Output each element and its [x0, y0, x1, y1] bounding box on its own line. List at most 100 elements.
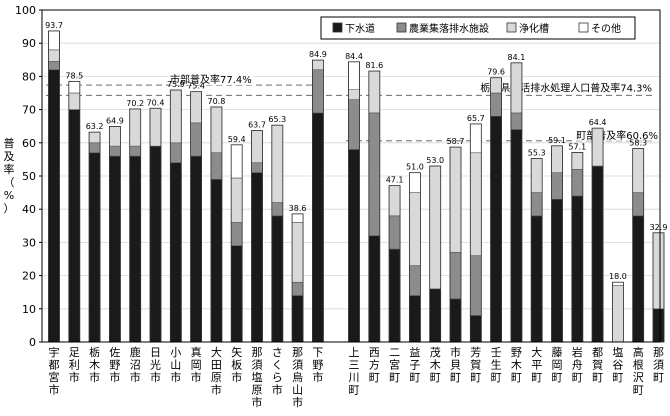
bar-segment-下水道 — [530, 215, 543, 343]
category-label-char: 町 — [349, 384, 360, 397]
category-label-char: 宮 — [49, 370, 60, 384]
bar-value-label: 64.9 — [106, 117, 124, 126]
bar-segment-下水道 — [551, 198, 563, 343]
legend-swatch — [578, 22, 589, 33]
category-label-char: 町 — [612, 371, 623, 384]
bar-segment-農業集落排水施設 — [368, 112, 381, 237]
category-label-char: 益 — [409, 345, 420, 359]
bar-segment-浄化槽 — [429, 165, 442, 290]
y-tick-label: 50 — [22, 170, 36, 183]
bar-value-label: 81.6 — [365, 61, 383, 70]
bar-segment-その他 — [48, 30, 60, 51]
bar-市貝町 — [449, 146, 462, 343]
category-label-char: 町 — [653, 371, 664, 384]
bar-大田原市 — [210, 106, 223, 343]
category-label-char: 西 — [369, 346, 380, 359]
category-label-char: 二 — [389, 346, 400, 359]
y-axis-label-char: 及 — [4, 150, 15, 163]
bar-value-label: 84.9 — [309, 50, 327, 59]
bar-segment-農業集落排水施設 — [271, 202, 284, 217]
category-label-char: 平 — [531, 359, 542, 372]
legend-label: 浄化槽 — [519, 22, 549, 35]
bar-segment-農業集落排水施設 — [530, 192, 543, 217]
bar-segment-浄化槽 — [449, 146, 462, 253]
bar-segment-浄化槽 — [190, 91, 202, 124]
bar-鹿沼市 — [129, 108, 142, 343]
bar-segment-浄化槽 — [109, 126, 121, 147]
category-label-char: 町 — [552, 371, 563, 384]
category-label-char: 岡 — [191, 359, 202, 372]
bar-value-label: 84.4 — [345, 52, 363, 61]
category-label-char: 佐 — [109, 345, 120, 359]
bar-segment-下水道 — [368, 235, 381, 343]
bar-segment-浄化槽 — [312, 59, 324, 71]
category-label-char: 市 — [272, 383, 283, 397]
legend-box — [320, 16, 636, 40]
bar-segment-浄化槽 — [149, 107, 162, 147]
legend-swatch — [332, 22, 343, 33]
bar-segment-農業集落排水施設 — [469, 255, 482, 316]
category-label-char: 川 — [349, 371, 360, 384]
bar-segment-浄化槽 — [388, 185, 401, 217]
y-tick-label: 100 — [15, 4, 36, 17]
category-label-char: 宇 — [49, 346, 60, 359]
category-label-char: 木 — [511, 359, 522, 372]
category-label-char: 生 — [491, 358, 502, 372]
category-label-char: 茂 — [430, 345, 441, 359]
bar-segment-浄化槽 — [48, 49, 60, 62]
category-label-char: 山 — [292, 384, 303, 397]
category-label-char: 壬 — [491, 346, 502, 359]
bar-segment-下水道 — [652, 308, 665, 343]
bar-segment-農業集落排水施設 — [129, 145, 141, 157]
bar-segment-下水道 — [632, 215, 645, 343]
bar-segment-下水道 — [510, 129, 523, 343]
bar-segment-下水道 — [170, 162, 182, 343]
bar-value-label: 55.3 — [528, 148, 546, 157]
category-label-char: 塩 — [612, 345, 623, 359]
bar-segment-農業集落排水施設 — [230, 222, 243, 247]
y-axis-label-char: ） — [4, 202, 15, 215]
bar-value-label: 18.0 — [609, 272, 627, 281]
bar-segment-浄化槽 — [271, 124, 284, 203]
bar-segment-農業集落排水施設 — [190, 122, 202, 157]
bar-二宮町 — [388, 185, 401, 343]
category-label-char: 木 — [430, 359, 441, 372]
reference-lines: 市部普及率77.4%栃木県生活排水処理人口普及率74.3%町部普及率60.6% — [46, 73, 659, 142]
bar-value-label: 65.7 — [467, 114, 485, 123]
bar-segment-浄化槽 — [251, 130, 263, 164]
bar-segment-その他 — [230, 144, 243, 179]
bar-益子町 — [408, 172, 421, 343]
bar-value-label: 58.7 — [447, 137, 465, 146]
y-axis-label-char: 普 — [4, 136, 15, 150]
category-label-char: 町 — [491, 371, 502, 384]
category-label-char: 栃 — [89, 345, 100, 359]
category-label-char: 市 — [150, 370, 161, 384]
category-label-char: 方 — [369, 358, 380, 372]
bar-さくら市 — [271, 124, 284, 343]
bars: 93.7 78.5 63.264.970.2 70.475.9 75.470.8 59.4… — [45, 21, 670, 343]
category-label-char: 原 — [252, 384, 263, 397]
bar-segment-農業集落排水施設 — [88, 142, 101, 154]
bar-value-label: 70.8 — [207, 97, 225, 106]
category-label-char: 野 — [511, 346, 522, 359]
category-label-char: 市 — [49, 383, 60, 397]
bar-segment-下水道 — [571, 195, 584, 343]
category-label-char: 田 — [211, 359, 222, 372]
bar-segment-下水道 — [109, 155, 121, 343]
category-label-char: 市 — [211, 383, 222, 397]
bar-value-label: 57.1 — [568, 142, 586, 151]
category-label-char: 山 — [170, 359, 181, 372]
bar-segment-浄化槽 — [348, 89, 360, 100]
bar-segment-農業集落排水施設 — [48, 61, 60, 71]
bar-segment-浄化槽 — [170, 89, 182, 144]
bar-壬生町 — [490, 77, 503, 343]
bar-那須町 — [652, 232, 665, 343]
bar-足利市 — [68, 80, 81, 343]
category-label-char: 賀 — [470, 359, 481, 372]
category-label-char: 子 — [409, 359, 420, 372]
y-tick-label: 80 — [22, 70, 36, 83]
bar-segment-下水道 — [449, 298, 462, 343]
bar-segment-その他 — [469, 123, 482, 154]
bar-segment-下水道 — [190, 155, 202, 343]
bar-value-label: 53.0 — [426, 156, 444, 165]
